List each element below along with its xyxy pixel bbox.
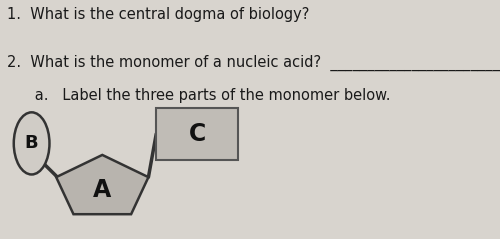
Text: 2.  What is the monomer of a nucleic acid?  _________________________: 2. What is the monomer of a nucleic acid… — [8, 55, 500, 71]
Text: a.   Label the three parts of the monomer below.: a. Label the three parts of the monomer … — [8, 88, 391, 103]
Bar — [156, 108, 238, 160]
Ellipse shape — [14, 112, 50, 174]
Text: B: B — [25, 134, 38, 152]
Text: 1.  What is the central dogma of biology?: 1. What is the central dogma of biology? — [8, 7, 310, 22]
Text: A: A — [93, 178, 112, 202]
Polygon shape — [56, 155, 148, 214]
Text: C: C — [188, 122, 206, 146]
